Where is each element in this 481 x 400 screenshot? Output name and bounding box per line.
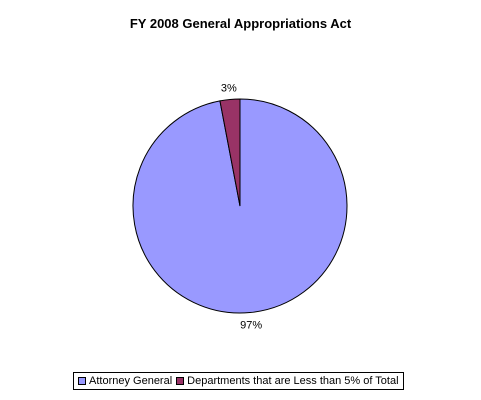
legend-label-departments-less-than-5: Departments that are Less than 5% of Tot…: [187, 375, 399, 387]
legend-swatch-departments-less-than-5: [176, 377, 185, 385]
legend-label-attorney-general: Attorney General: [89, 375, 173, 387]
legend-item-departments-less-than-5: Departments that are Less than 5% of Tot…: [176, 375, 399, 387]
pie-label-attorney-general: 97%: [240, 319, 262, 331]
legend-swatch-attorney-general: [78, 377, 86, 385]
pie-slice-departments-less-than-5: [219, 98, 241, 207]
legend-item-attorney-general: Attorney General: [78, 375, 172, 387]
legend: Attorney General Departments that are Le…: [73, 372, 404, 390]
chart-title: FY 2008 General Appropriations Act: [129, 16, 352, 31]
pie-label-departments-less-than-5: 3%: [221, 83, 237, 95]
